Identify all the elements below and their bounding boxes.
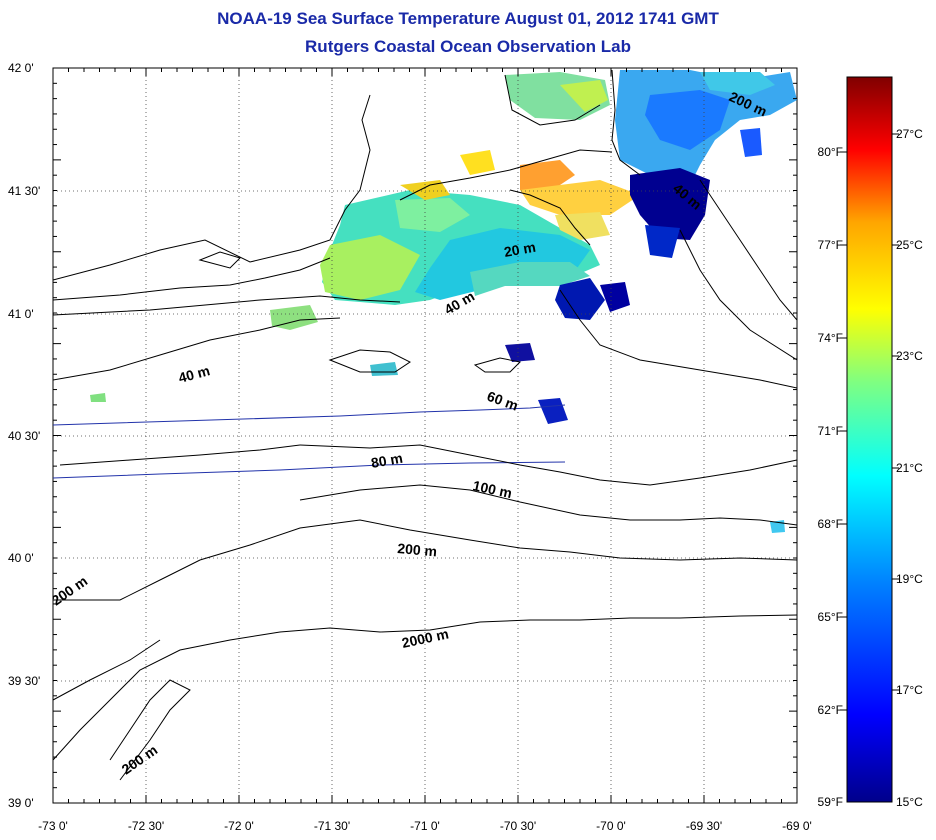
sst-data bbox=[90, 70, 797, 533]
colorbar-f-label: 80°F bbox=[818, 145, 843, 159]
colorbar-c-label: 27°C bbox=[896, 127, 923, 141]
colorbar-ticks bbox=[840, 133, 899, 711]
lon-label: -69 30' bbox=[686, 819, 722, 833]
contour-label: 200 m bbox=[397, 540, 438, 559]
colorbar-f-label: 59°F bbox=[818, 795, 843, 809]
colorbar-c-label: 17°C bbox=[896, 683, 923, 697]
lat-label: 40 30' bbox=[8, 429, 40, 443]
colorbar-c-labels: 27°C 25°C 23°C 21°C 19°C 17°C 15°C bbox=[896, 127, 923, 809]
lat-label: 40 0' bbox=[8, 551, 34, 565]
colorbar-f-label: 62°F bbox=[818, 703, 843, 717]
map-grid bbox=[53, 68, 797, 803]
lon-label: -70 30' bbox=[500, 819, 536, 833]
colorbar-f-label: 71°F bbox=[818, 424, 843, 438]
lat-label: 39 30' bbox=[8, 674, 40, 688]
lon-label: -72 30' bbox=[128, 819, 164, 833]
lon-label: -71 30' bbox=[314, 819, 350, 833]
contour-label: 40 m bbox=[177, 362, 212, 386]
colorbar-f-label: 65°F bbox=[818, 610, 843, 624]
colorbar bbox=[846, 76, 893, 803]
lat-label: 39 0' bbox=[8, 796, 34, 810]
lon-label: -73 0' bbox=[38, 819, 68, 833]
lat-label: 41 30' bbox=[8, 184, 40, 198]
contour-label: 20 m bbox=[503, 239, 537, 260]
colorbar-f-label: 74°F bbox=[818, 331, 843, 345]
lon-label: -71 0' bbox=[410, 819, 440, 833]
colorbar-c-label: 25°C bbox=[896, 238, 923, 252]
lon-label: -70 0' bbox=[596, 819, 626, 833]
frame-ticks bbox=[52, 67, 798, 804]
colorbar-f-label: 68°F bbox=[818, 517, 843, 531]
contour-label: 80 m bbox=[370, 450, 404, 471]
colorbar-f-labels: 80°F 77°F 74°F 71°F 68°F 65°F 62°F 59°F bbox=[818, 145, 843, 809]
colorbar-c-label: 21°C bbox=[896, 461, 923, 475]
lon-label: -72 0' bbox=[224, 819, 254, 833]
colorbar-c-label: 23°C bbox=[896, 349, 923, 363]
map-subtitle: Rutgers Coastal Ocean Observation Lab bbox=[305, 37, 631, 56]
lon-label: -69 0' bbox=[782, 819, 812, 833]
colorbar-c-label: 19°C bbox=[896, 572, 923, 586]
colorbar-f-label: 77°F bbox=[818, 238, 843, 252]
lat-label: 41 0' bbox=[8, 307, 34, 321]
map-title: NOAA-19 Sea Surface Temperature August 0… bbox=[217, 9, 719, 28]
lon-labels: -73 0' -72 30' -72 0' -71 30' -71 0' -70… bbox=[38, 819, 812, 833]
lat-label: 42 0' bbox=[8, 61, 34, 75]
coastline bbox=[53, 69, 797, 781]
lat-labels: 42 0' 41 30' 41 0' 40 30' 40 0' 39 30' 3… bbox=[8, 61, 40, 810]
colorbar-c-label: 15°C bbox=[896, 795, 923, 809]
